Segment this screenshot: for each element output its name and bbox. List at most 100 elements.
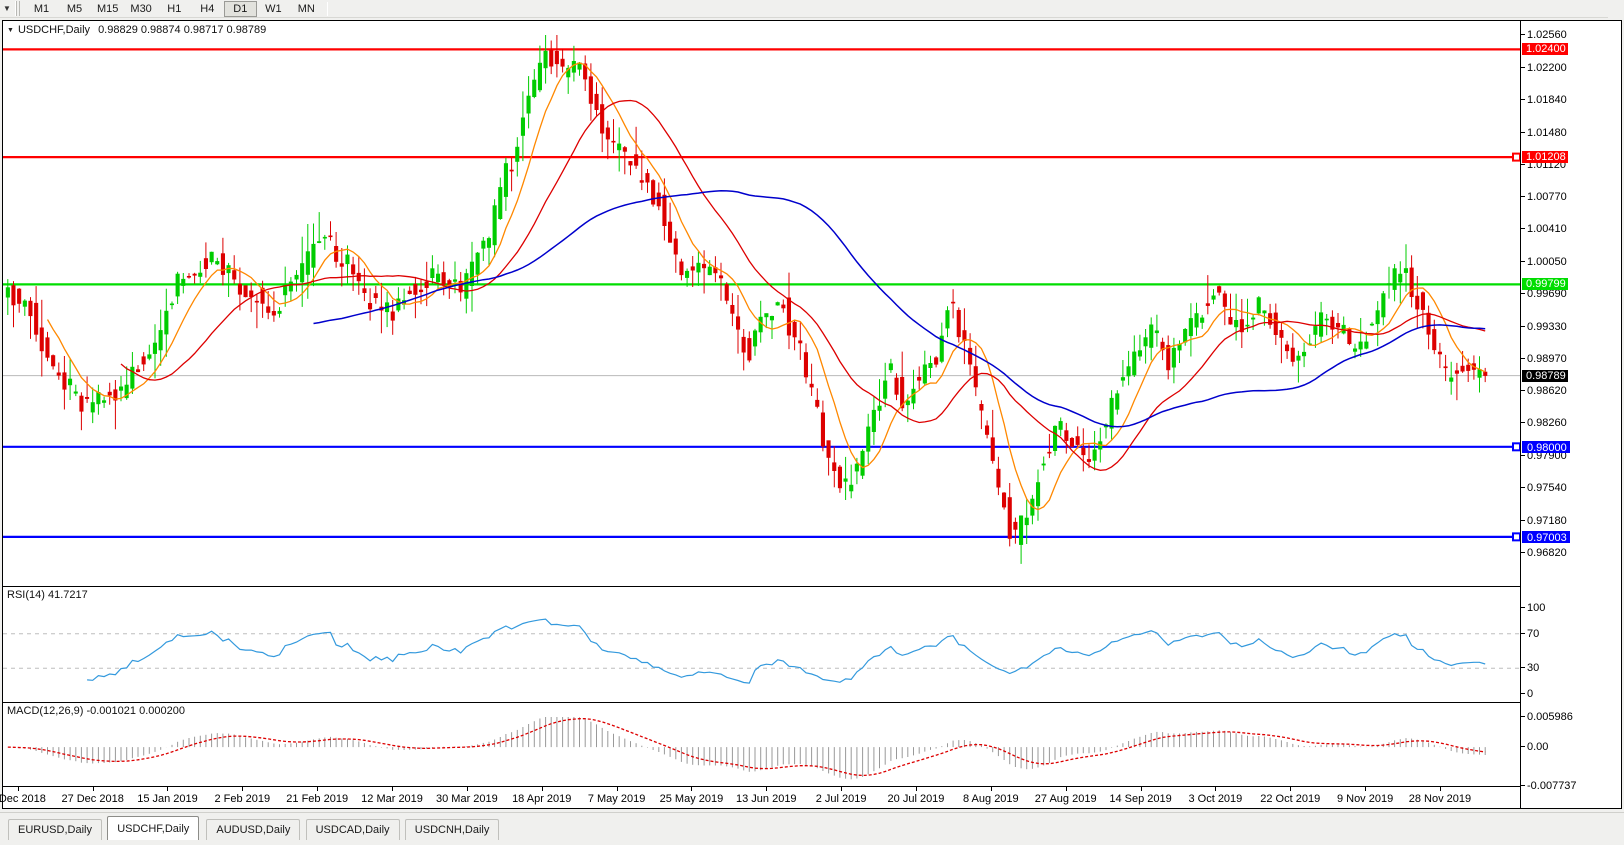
chart-ohlc-values: 0.98829 0.98874 0.98717 0.98789 — [98, 24, 267, 36]
timeframe-button-m30[interactable]: M30 — [130, 2, 152, 15]
time-tick-mark — [1439, 787, 1441, 791]
time-tick-mark — [17, 787, 19, 791]
timeframe-button-mn[interactable]: MN — [297, 2, 315, 15]
rsi-header: RSI(14) 41.7217 — [3, 588, 88, 602]
time-tick-mark — [616, 787, 618, 791]
time-axis-label: 9 Nov 2019 — [1336, 793, 1394, 805]
time-tick-mark — [766, 787, 768, 791]
chart-tab-audusd[interactable]: AUDUSD,Daily — [206, 819, 301, 840]
price-tick: 1.01840 — [1521, 94, 1622, 106]
macd-indicator-plot[interactable] — [3, 717, 1520, 786]
chart-tab-bar: EURUSD,Daily USDCHF,Daily AUDUSD,Daily USDC… — [0, 812, 1624, 845]
price-tick: 1.00050 — [1521, 256, 1622, 268]
price-level-tag-resistance[interactable]: 1.02400 — [1522, 43, 1568, 56]
price-tick: 1.02200 — [1521, 62, 1622, 74]
time-axis[interactable]: 8 Dec 2018 27 Dec 2018 15 Jan 2019 2 Feb 20… — [0, 786, 1520, 808]
chart-tab-eurusd[interactable]: EURUSD,Daily — [8, 819, 102, 840]
time-axis-label: 13 Jun 2019 — [736, 793, 797, 805]
time-axis-label: 27 Aug 2019 — [1034, 793, 1097, 805]
price-tick: 0.99690 — [1521, 288, 1622, 300]
time-tick-mark — [915, 787, 917, 791]
time-tick-mark — [1065, 787, 1067, 791]
chevron-down-icon[interactable]: ▼ — [3, 3, 11, 13]
time-axis-label: 20 Jul 2019 — [887, 793, 945, 805]
price-candlestick-plot[interactable] — [3, 35, 1520, 585]
time-tick-mark — [317, 787, 319, 791]
timeframe-button-h1[interactable]: H1 — [167, 2, 182, 15]
price-tick: 0.97540 — [1521, 482, 1622, 494]
time-axis-label: 22 Oct 2019 — [1260, 793, 1321, 805]
chart-window[interactable]: ▼ USDCHF,Daily 0.98829 0.98874 0.98717 0… — [0, 20, 1622, 809]
price-tick: 0.99330 — [1521, 321, 1622, 333]
macd-tick: 0.00 — [1521, 741, 1622, 753]
time-axis-label: 2 Jul 2019 — [815, 793, 867, 805]
time-tick-mark — [541, 787, 543, 791]
price-level-tag-support[interactable]: 0.97003 — [1522, 530, 1570, 544]
time-axis-label: 25 May 2019 — [659, 793, 724, 805]
time-tick-mark — [1290, 787, 1292, 791]
time-axis-label: 30 Mar 2019 — [436, 793, 498, 805]
time-axis-label: 21 Feb 2019 — [286, 793, 349, 805]
timeframe-button-m15[interactable]: M15 — [97, 2, 119, 15]
panel-divider-macd — [3, 702, 1520, 703]
timeframe-button-m5[interactable]: M5 — [66, 2, 83, 15]
rsi-tick: 0 — [1521, 688, 1622, 700]
collapse-triangle-icon[interactable]: ▼ — [7, 26, 14, 34]
price-level-tag-resistance[interactable]: 1.01208 — [1522, 151, 1568, 164]
time-axis-label: 15 Jan 2019 — [137, 793, 198, 805]
price-tick: 0.97900 — [1521, 450, 1622, 462]
time-tick-mark — [167, 787, 169, 791]
timeframe-button-m1[interactable]: M1 — [33, 2, 50, 15]
time-tick-mark — [1140, 787, 1142, 791]
time-axis-label: 14 Sep 2019 — [1109, 793, 1172, 805]
drag-grip-icon[interactable] — [15, 1, 22, 16]
time-axis-label: 18 Apr 2019 — [512, 793, 572, 805]
price-tick: 1.02560 — [1521, 29, 1622, 41]
macd-tick: 0.005986 — [1521, 711, 1622, 723]
window-scroll-region[interactable] — [1608, 0, 1624, 18]
price-level-tag-last-price[interactable]: 0.98789 — [1522, 369, 1568, 382]
time-axis-label: 8 Aug 2019 — [962, 793, 1019, 805]
timeframe-button-h4[interactable]: H4 — [200, 2, 215, 15]
timeframe-toolbar: ▼ M1 M5 M15 M30 H1 H4 D1 W1 MN — [0, 0, 1624, 18]
time-tick-mark — [1215, 787, 1217, 791]
toolbar-divider — [326, 1, 328, 16]
price-tick: 0.98970 — [1521, 353, 1622, 365]
macd-header: MACD(12,26,9) -0.001021 0.000200 — [3, 704, 185, 718]
macd-tick: -0.007737 — [1521, 780, 1622, 792]
time-tick-mark — [841, 787, 843, 791]
timeframe-button-d1[interactable]: D1 — [223, 0, 257, 17]
macd-label: MACD(12,26,9) -0.001021 0.000200 — [7, 705, 185, 717]
rsi-tick: 100 — [1521, 602, 1622, 614]
price-tick: 1.00770 — [1521, 191, 1622, 203]
price-tick: 1.00410 — [1521, 223, 1622, 235]
price-tick: 0.97180 — [1521, 515, 1622, 527]
timeframe-button-w1[interactable]: W1 — [265, 2, 282, 15]
time-axis-label: 7 May 2019 — [587, 793, 646, 805]
rsi-label: RSI(14) 41.7217 — [7, 589, 88, 601]
time-tick-mark — [242, 787, 244, 791]
time-axis-label: 12 Mar 2019 — [361, 793, 423, 805]
chart-tab-usdcad[interactable]: USDCAD,Daily — [305, 819, 400, 840]
time-axis-label: 3 Oct 2019 — [1188, 793, 1243, 805]
chart-symbol-label: USDCHF,Daily — [17, 24, 91, 36]
rsi-indicator-plot[interactable] — [3, 601, 1520, 701]
price-tick: 0.98260 — [1521, 417, 1622, 429]
time-tick-mark — [990, 787, 992, 791]
price-tick: 0.96820 — [1521, 547, 1622, 559]
time-axis-label: 28 Nov 2019 — [1408, 793, 1472, 805]
price-tick: 1.01480 — [1521, 127, 1622, 139]
panel-divider-rsi — [3, 586, 1520, 587]
time-axis-label: 2 Feb 2019 — [214, 793, 271, 805]
time-tick-mark — [1365, 787, 1367, 791]
time-tick-mark — [92, 787, 94, 791]
price-scale[interactable]: 1.02560 1.02200 1.01840 1.01480 1.01120 1.007… — [1520, 21, 1621, 808]
chart-tab-usdcnh[interactable]: USDCNH,Daily — [404, 819, 500, 840]
time-axis-label: 27 Dec 2018 — [61, 793, 124, 805]
price-level-tag-support[interactable]: 0.98000 — [1522, 440, 1570, 454]
price-tick: 0.98620 — [1521, 385, 1622, 397]
price-level-tag-pivot[interactable]: 0.99799 — [1522, 278, 1568, 291]
chart-tab-usdchf[interactable]: USDCHF,Daily — [107, 816, 200, 840]
time-tick-mark — [691, 787, 693, 791]
